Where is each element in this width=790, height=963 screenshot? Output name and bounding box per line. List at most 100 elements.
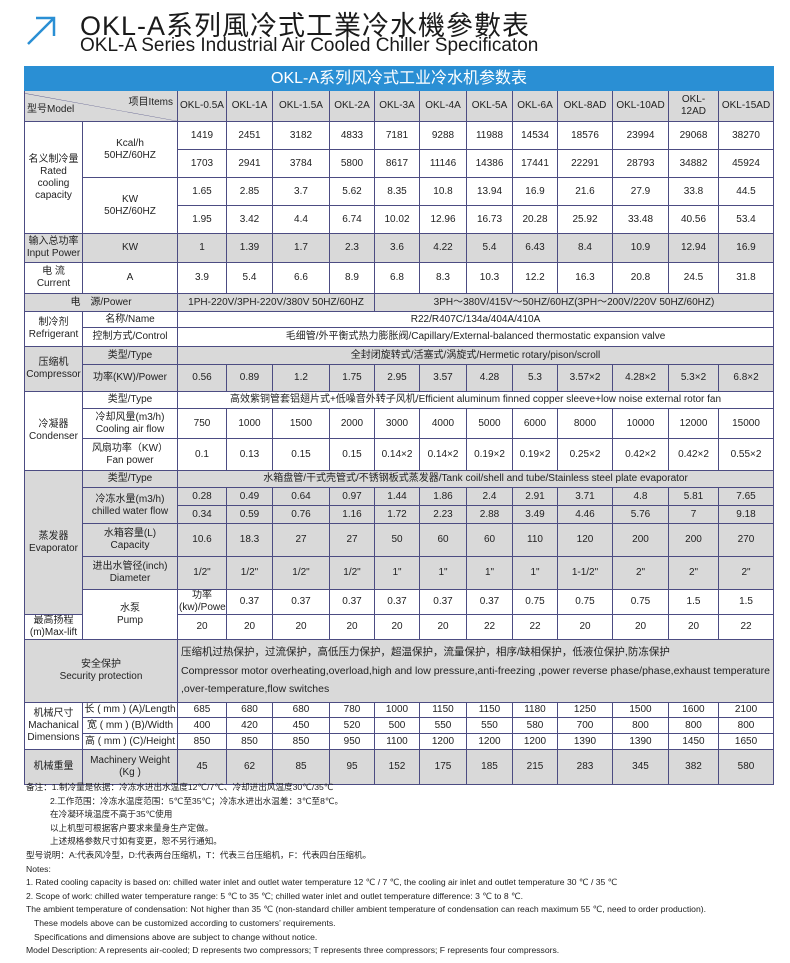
notes: 备注：1.制冷量是依据：冷冻水进出水温度12℃/7℃、冷却进出风温度30℃/35… xyxy=(26,781,706,958)
fan-power: 0.15 xyxy=(272,438,330,471)
cooling-kw-50: 8.35 xyxy=(374,177,420,206)
cell-text: Machinery Weight xyxy=(90,755,170,766)
pump-power-label: 功率(kw)/Power xyxy=(177,589,227,615)
model-header: OKL-0.5A xyxy=(177,90,227,122)
table-row: 水箱容量(L) Capacity 10.6 18.3 27 27 50 60 60 110 120 2… xyxy=(25,523,775,557)
current-value: 8.9 xyxy=(329,262,375,294)
weight: 45 xyxy=(177,749,227,785)
weight: 283 xyxy=(557,749,613,785)
pump-power: 1.5 xyxy=(717,589,775,615)
capacity: 27 xyxy=(272,523,330,557)
current-value: 16.3 xyxy=(557,262,613,294)
header-model-items: 型号Model 项目Items xyxy=(24,90,178,122)
water-flow-50: 2.91 xyxy=(512,487,558,506)
protection-label: 安全保护 Security protection xyxy=(24,639,178,703)
cell-text: Evaporator xyxy=(29,542,78,554)
table-row: 风扇功率（KW） Fan power 0.1 0.13 0.15 0.15 0.14×2 0.… xyxy=(25,438,775,471)
pump-power: 0.37 xyxy=(226,589,273,615)
width-label: 宽 ( mm ) (B)/Width xyxy=(82,717,178,734)
cooling-kcal-50: 18576 xyxy=(557,121,613,150)
pump-lift: 20 xyxy=(272,614,330,640)
note-cn-line: 型号说明：A:代表风冷型，D:代表两台压缩机，T：代表三台压缩机，F：代表四台压… xyxy=(26,849,372,860)
cooling-kcal-50: 23994 xyxy=(612,121,669,150)
water-flow-50: 0.49 xyxy=(226,487,273,506)
capacity: 60 xyxy=(419,523,467,557)
airflow: 15000 xyxy=(717,408,775,439)
capacity: 110 xyxy=(512,523,558,557)
airflow: 3000 xyxy=(374,408,420,439)
current-value: 6.6 xyxy=(272,262,330,294)
compressor-power: 6.8×2 xyxy=(717,364,775,392)
capacity: 18.3 xyxy=(226,523,273,557)
power-supply-small: 1PH-220V/3PH-220V/380V 50HZ/60HZ xyxy=(177,293,375,312)
cooling-kcal-50: 14534 xyxy=(512,121,558,150)
pump-lift: 20 xyxy=(177,614,227,640)
water-flow-60: 0.34 xyxy=(177,505,227,524)
fan-power: 0.13 xyxy=(226,438,273,471)
power-supply-label: 电 源/Power xyxy=(24,293,178,312)
cooling-kcal-50: 1419 xyxy=(177,121,227,150)
cooling-kw-60: 25.92 xyxy=(557,205,613,234)
note-en-line: Model Description: A represents air-cool… xyxy=(26,945,560,956)
fan-power: 0.55×2 xyxy=(717,438,775,471)
compressor-power: 3.57×2 xyxy=(557,364,613,392)
kw-unit: KW 50HZ/60HZ xyxy=(82,177,178,234)
cooling-kw-60: 16.73 xyxy=(466,205,513,234)
cell-text: KW xyxy=(121,193,139,205)
diameter: 1-1/2" xyxy=(557,556,613,590)
fan-power: 0.42×2 xyxy=(668,438,719,471)
cell-text: 进出水管径(inch) xyxy=(92,561,168,572)
cell-text: 蒸发器 xyxy=(38,530,69,542)
cooling-kw-60: 20.28 xyxy=(512,205,558,234)
height: 850 xyxy=(177,733,227,750)
width: 400 xyxy=(177,717,227,734)
cell-text: Fan power xyxy=(106,454,154,466)
model-header: OKL-2A xyxy=(329,90,375,122)
diameter: 1/2" xyxy=(177,556,227,590)
model-label: 型号Model xyxy=(27,104,75,115)
diameter: 1" xyxy=(466,556,513,590)
note-en-line: 2. Scope of work: chilled water temperat… xyxy=(26,890,524,901)
width: 550 xyxy=(466,717,513,734)
input-power-value: 16.9 xyxy=(717,233,775,263)
water-flow-50: 5.81 xyxy=(668,487,719,506)
model-header: OKL-4A xyxy=(419,90,467,122)
cell-text: Capacity xyxy=(110,540,150,551)
length: 1150 xyxy=(466,702,513,718)
table-row: 冷冻水量(m3/h) chilled water flow 0.28 0.49 0.64… xyxy=(25,487,775,524)
water-flow-50: 0.64 xyxy=(272,487,330,506)
model-header: OKL-6A xyxy=(512,90,558,122)
cooling-kcal-50: 38270 xyxy=(717,121,775,150)
capacity: 270 xyxy=(717,523,775,557)
cooling-kcal-60: 34882 xyxy=(668,149,719,178)
weight: 345 xyxy=(612,749,669,785)
table-row: 宽 ( mm ) (B)/Width 400 420 450 520 500 550 550 5… xyxy=(25,717,775,734)
cell-text: Dimensions xyxy=(27,732,80,743)
length: 1180 xyxy=(512,702,558,718)
table-row: 进出水管径(inch) Diameter 1/2" 1/2" 1/2" 1/2" 1" 1" 1… xyxy=(25,556,775,590)
fan-power: 0.15 xyxy=(329,438,375,471)
pump-power: 0.37 xyxy=(374,589,420,615)
cell-text: 50HZ/60HZ xyxy=(104,149,156,161)
fan-power: 0.19×2 xyxy=(512,438,558,471)
note-cn-line: 以上机型可根据客户要求来量身生产定做。 xyxy=(50,822,214,833)
table-row: 制冷剂 Refrigerant 名称/Name R22/R407C/134a/404A… xyxy=(24,311,775,347)
weight: 382 xyxy=(668,749,719,785)
title-english: OKL-A Series Industrial Air Cooled Chill… xyxy=(80,35,539,56)
model-header: OKL-5A xyxy=(466,90,513,122)
pump-lift: 20 xyxy=(668,614,719,640)
table-row: 电 源/Power 1PH-220V/3PH-220V/380V 50HZ/60H… xyxy=(24,293,775,312)
model-header: OKL-1A xyxy=(226,90,273,122)
water-flow-60: 3.49 xyxy=(512,505,558,524)
cooling-kw-60: 40.56 xyxy=(668,205,719,234)
input-power-value: 2.3 xyxy=(329,233,375,263)
refrigerant-label: 制冷剂 Refrigerant xyxy=(24,311,83,347)
water-flow-50: 2.4 xyxy=(466,487,513,506)
capacity: 60 xyxy=(466,523,513,557)
cell-text: 压缩机过热保护，过流保护，高低压力保护，超温保护，流量保护，相序/缺相保护，低液… xyxy=(181,646,670,659)
weight-unit-label: Machinery Weight (Kg ) xyxy=(82,749,178,785)
cell-text: Input Power xyxy=(26,248,81,259)
items-label: 项目Items xyxy=(128,97,173,108)
cell-text: 冷冻水量(m3/h) xyxy=(95,493,165,505)
table-row: 蒸发器 Evaporator 类型/Type 水箱盘管/干式壳管式/不锈钢板式蒸发器/… xyxy=(24,470,775,615)
